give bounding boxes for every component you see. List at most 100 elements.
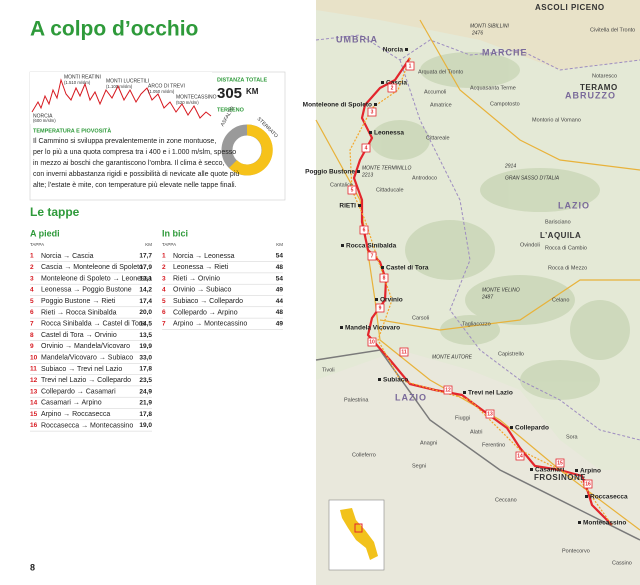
stage-marker-box <box>555 458 565 468</box>
stage-route: Subiaco → Collepardo <box>173 298 243 305</box>
peak-label: (1.510 m/slm) <box>64 80 91 85</box>
map-label: Celano <box>552 297 569 303</box>
map-label: Pontecorvo <box>562 548 590 554</box>
town-marker <box>463 391 466 394</box>
map-label: Barisciano <box>545 219 571 225</box>
map-label: Ferentino <box>482 442 505 448</box>
stage-route: Cascia → Monteleone di Spoleto <box>41 264 143 271</box>
stage-route: Casamari → Arpino <box>41 400 102 407</box>
climate-line: per lo più a una quota compresa tra i 40… <box>33 149 236 156</box>
town-marker <box>378 378 381 381</box>
town-marker <box>381 81 384 84</box>
town-marker <box>585 495 588 498</box>
stage-tables: TAPPA KM 1 Norcia → Cascia 17,7 2 Cascia → Mon… <box>30 242 284 432</box>
stage-route: Arpino → Roccasecca <box>41 411 110 418</box>
map-label: 16 <box>585 481 591 487</box>
stage-marker-box <box>375 303 385 313</box>
map-label: 6 <box>363 227 366 233</box>
col-km: KM <box>276 242 283 247</box>
peak-label: (520 m/slm) <box>176 100 199 105</box>
stage-number: 2 <box>162 264 166 271</box>
town-marker <box>530 468 533 471</box>
stage-number: 11 <box>30 366 37 373</box>
stage-number: 1 <box>162 253 166 260</box>
town-marker <box>375 298 378 301</box>
map-label: Colleferro <box>352 452 376 458</box>
stage-number: 7 <box>162 321 166 328</box>
peak-label: (1.100 m/slm) <box>106 84 133 89</box>
stage-km: 17,7 <box>139 253 152 260</box>
distance-label: DISTANZA TOTALE <box>217 77 268 83</box>
map-label: Civitella del Tronto <box>590 27 635 33</box>
map-label: ASCOLI PICENO <box>535 3 605 12</box>
map-label: 8 <box>383 275 386 281</box>
map-label: TERAMO <box>580 83 618 92</box>
stage-km: 19,0 <box>139 422 152 429</box>
stage-route: Castel di Tora → Orvinio <box>41 332 117 339</box>
map-label: LAZIO <box>395 392 427 402</box>
map-label: 2487 <box>481 294 493 300</box>
stage-marker-box <box>367 251 377 261</box>
stage-number: 10 <box>30 354 38 361</box>
stage-marker-box <box>367 107 377 117</box>
map-label: Montecassino <box>583 520 626 527</box>
town-marker <box>405 48 408 51</box>
stage-km: 49 <box>276 287 284 294</box>
stage-marker-box <box>359 225 369 235</box>
stage-km: 54 <box>276 253 284 260</box>
map-label: Orvinio <box>380 297 403 304</box>
map-label: 2476 <box>471 30 483 36</box>
stage-route: Trevi nel Lazio → Collepardo <box>41 377 131 384</box>
map-label: Alatri <box>470 429 483 435</box>
stage-number: 6 <box>162 309 166 316</box>
map-label: Carsoli <box>412 315 429 321</box>
stage-route: Orvinio → Subiaco <box>173 287 231 294</box>
stage-number: 6 <box>30 309 34 316</box>
map-label: 1 <box>409 63 412 69</box>
terrain-label: TERRENO <box>217 107 245 113</box>
stage-km: 17,8 <box>139 366 152 373</box>
stage-km: 19,9 <box>139 343 152 350</box>
map-label: Roccasecca <box>590 494 628 501</box>
stage-number: 9 <box>30 343 34 350</box>
stage-marker-box <box>399 347 409 357</box>
map-label: Antrodoco <box>412 175 437 181</box>
map-label: Accumoli <box>424 89 446 95</box>
stage-route: Poggio Bustone → Rieti <box>41 298 116 305</box>
town-marker <box>340 326 343 329</box>
map-label: Collepardo <box>515 425 549 432</box>
col-stage: TAPPA <box>162 242 176 247</box>
stage-marker-box <box>361 143 371 153</box>
elevation-profile <box>30 72 212 124</box>
col-stage: TAPPA <box>30 242 44 247</box>
map-label: Fiuggi <box>455 415 470 421</box>
town-marker <box>575 469 578 472</box>
stage-km: 54 <box>276 275 284 282</box>
stage-route: Rieti → Orvinio <box>173 275 220 282</box>
map-label: 13 <box>487 411 493 417</box>
map-label: Norcia <box>383 47 404 54</box>
peak-label: ARCO DI TREVI <box>148 83 185 89</box>
map-label: Cassino <box>612 560 632 566</box>
climate-line: con inverni abbastanza rigidi e possibil… <box>33 171 239 178</box>
stage-number: 2 <box>30 264 34 271</box>
map-label: Ceccano <box>495 497 517 503</box>
page-number: 8 <box>30 562 35 572</box>
map-label: MONTE VELINO <box>482 287 520 293</box>
stage-km: 23,5 <box>139 377 152 384</box>
peak-label: MONTI LUCRETILI <box>106 78 149 84</box>
stage-km: 48 <box>276 264 284 271</box>
stage-km: 17,4 <box>139 298 152 305</box>
bike-title: In bici <box>162 228 188 238</box>
stage-km: 14,2 <box>139 287 152 294</box>
map-label: Campotosto <box>490 101 520 107</box>
stage-number: 14 <box>30 400 38 407</box>
map-label: MONTI SIBILLINI <box>470 23 510 29</box>
map-label: 2213 <box>361 172 373 178</box>
stage-route: Monteleone di Spoleto → Leonessa <box>41 275 152 282</box>
peak-label: (1.050 m/slm) <box>148 89 175 94</box>
town-marker <box>381 266 384 269</box>
map-label: Cantalice <box>330 182 353 188</box>
foot-title: A piedi <box>30 228 60 238</box>
